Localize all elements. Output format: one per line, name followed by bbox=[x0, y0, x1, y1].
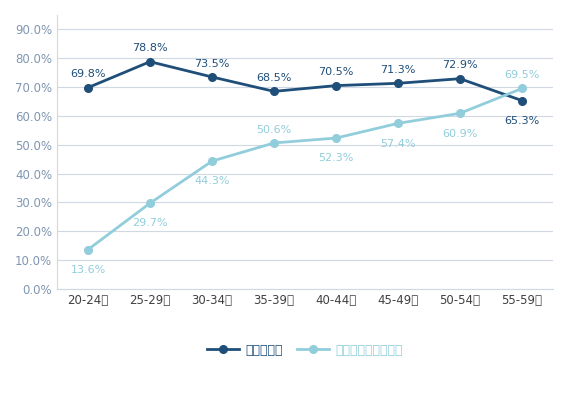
Text: 72.9%: 72.9% bbox=[442, 60, 478, 70]
既婚配偶者あり比率 bbox=[208, 159, 215, 164]
既婚配偶者あり比率 bbox=[395, 121, 402, 126]
既婚配偶者あり比率 bbox=[457, 111, 463, 116]
Text: 52.3%: 52.3% bbox=[318, 153, 354, 163]
共働き比率 bbox=[395, 81, 402, 86]
Text: 60.9%: 60.9% bbox=[442, 129, 478, 139]
Legend: 共働き比率, 既婚配偶者あり比率: 共働き比率, 既婚配偶者あり比率 bbox=[203, 339, 407, 362]
Text: 57.4%: 57.4% bbox=[380, 139, 416, 148]
共働き比率 bbox=[333, 83, 340, 88]
Line: 既婚配偶者あり比率: 既婚配偶者あり比率 bbox=[84, 85, 526, 254]
既婚配偶者あり比率 bbox=[519, 86, 525, 91]
既婚配偶者あり比率 bbox=[270, 140, 277, 145]
Text: 69.5%: 69.5% bbox=[504, 70, 540, 80]
Text: 73.5%: 73.5% bbox=[194, 59, 229, 68]
共働き比率 bbox=[519, 98, 525, 103]
Text: 69.8%: 69.8% bbox=[70, 69, 106, 79]
Text: 68.5%: 68.5% bbox=[256, 73, 292, 83]
既婚配偶者あり比率 bbox=[85, 247, 91, 252]
Text: 71.3%: 71.3% bbox=[381, 65, 416, 75]
Text: 70.5%: 70.5% bbox=[318, 67, 354, 77]
Text: 29.7%: 29.7% bbox=[132, 219, 168, 228]
共働き比率 bbox=[270, 89, 277, 94]
Text: 50.6%: 50.6% bbox=[256, 125, 291, 135]
共働き比率 bbox=[147, 59, 153, 64]
Text: 65.3%: 65.3% bbox=[504, 116, 540, 126]
Text: 44.3%: 44.3% bbox=[194, 176, 229, 186]
Text: 13.6%: 13.6% bbox=[70, 265, 106, 275]
Line: 共働き比率: 共働き比率 bbox=[84, 58, 526, 104]
共働き比率 bbox=[457, 76, 463, 81]
既婚配偶者あり比率 bbox=[333, 136, 340, 140]
既婚配偶者あり比率 bbox=[147, 201, 153, 206]
共働き比率 bbox=[85, 85, 91, 90]
共働き比率 bbox=[208, 74, 215, 79]
Text: 78.8%: 78.8% bbox=[132, 43, 168, 53]
